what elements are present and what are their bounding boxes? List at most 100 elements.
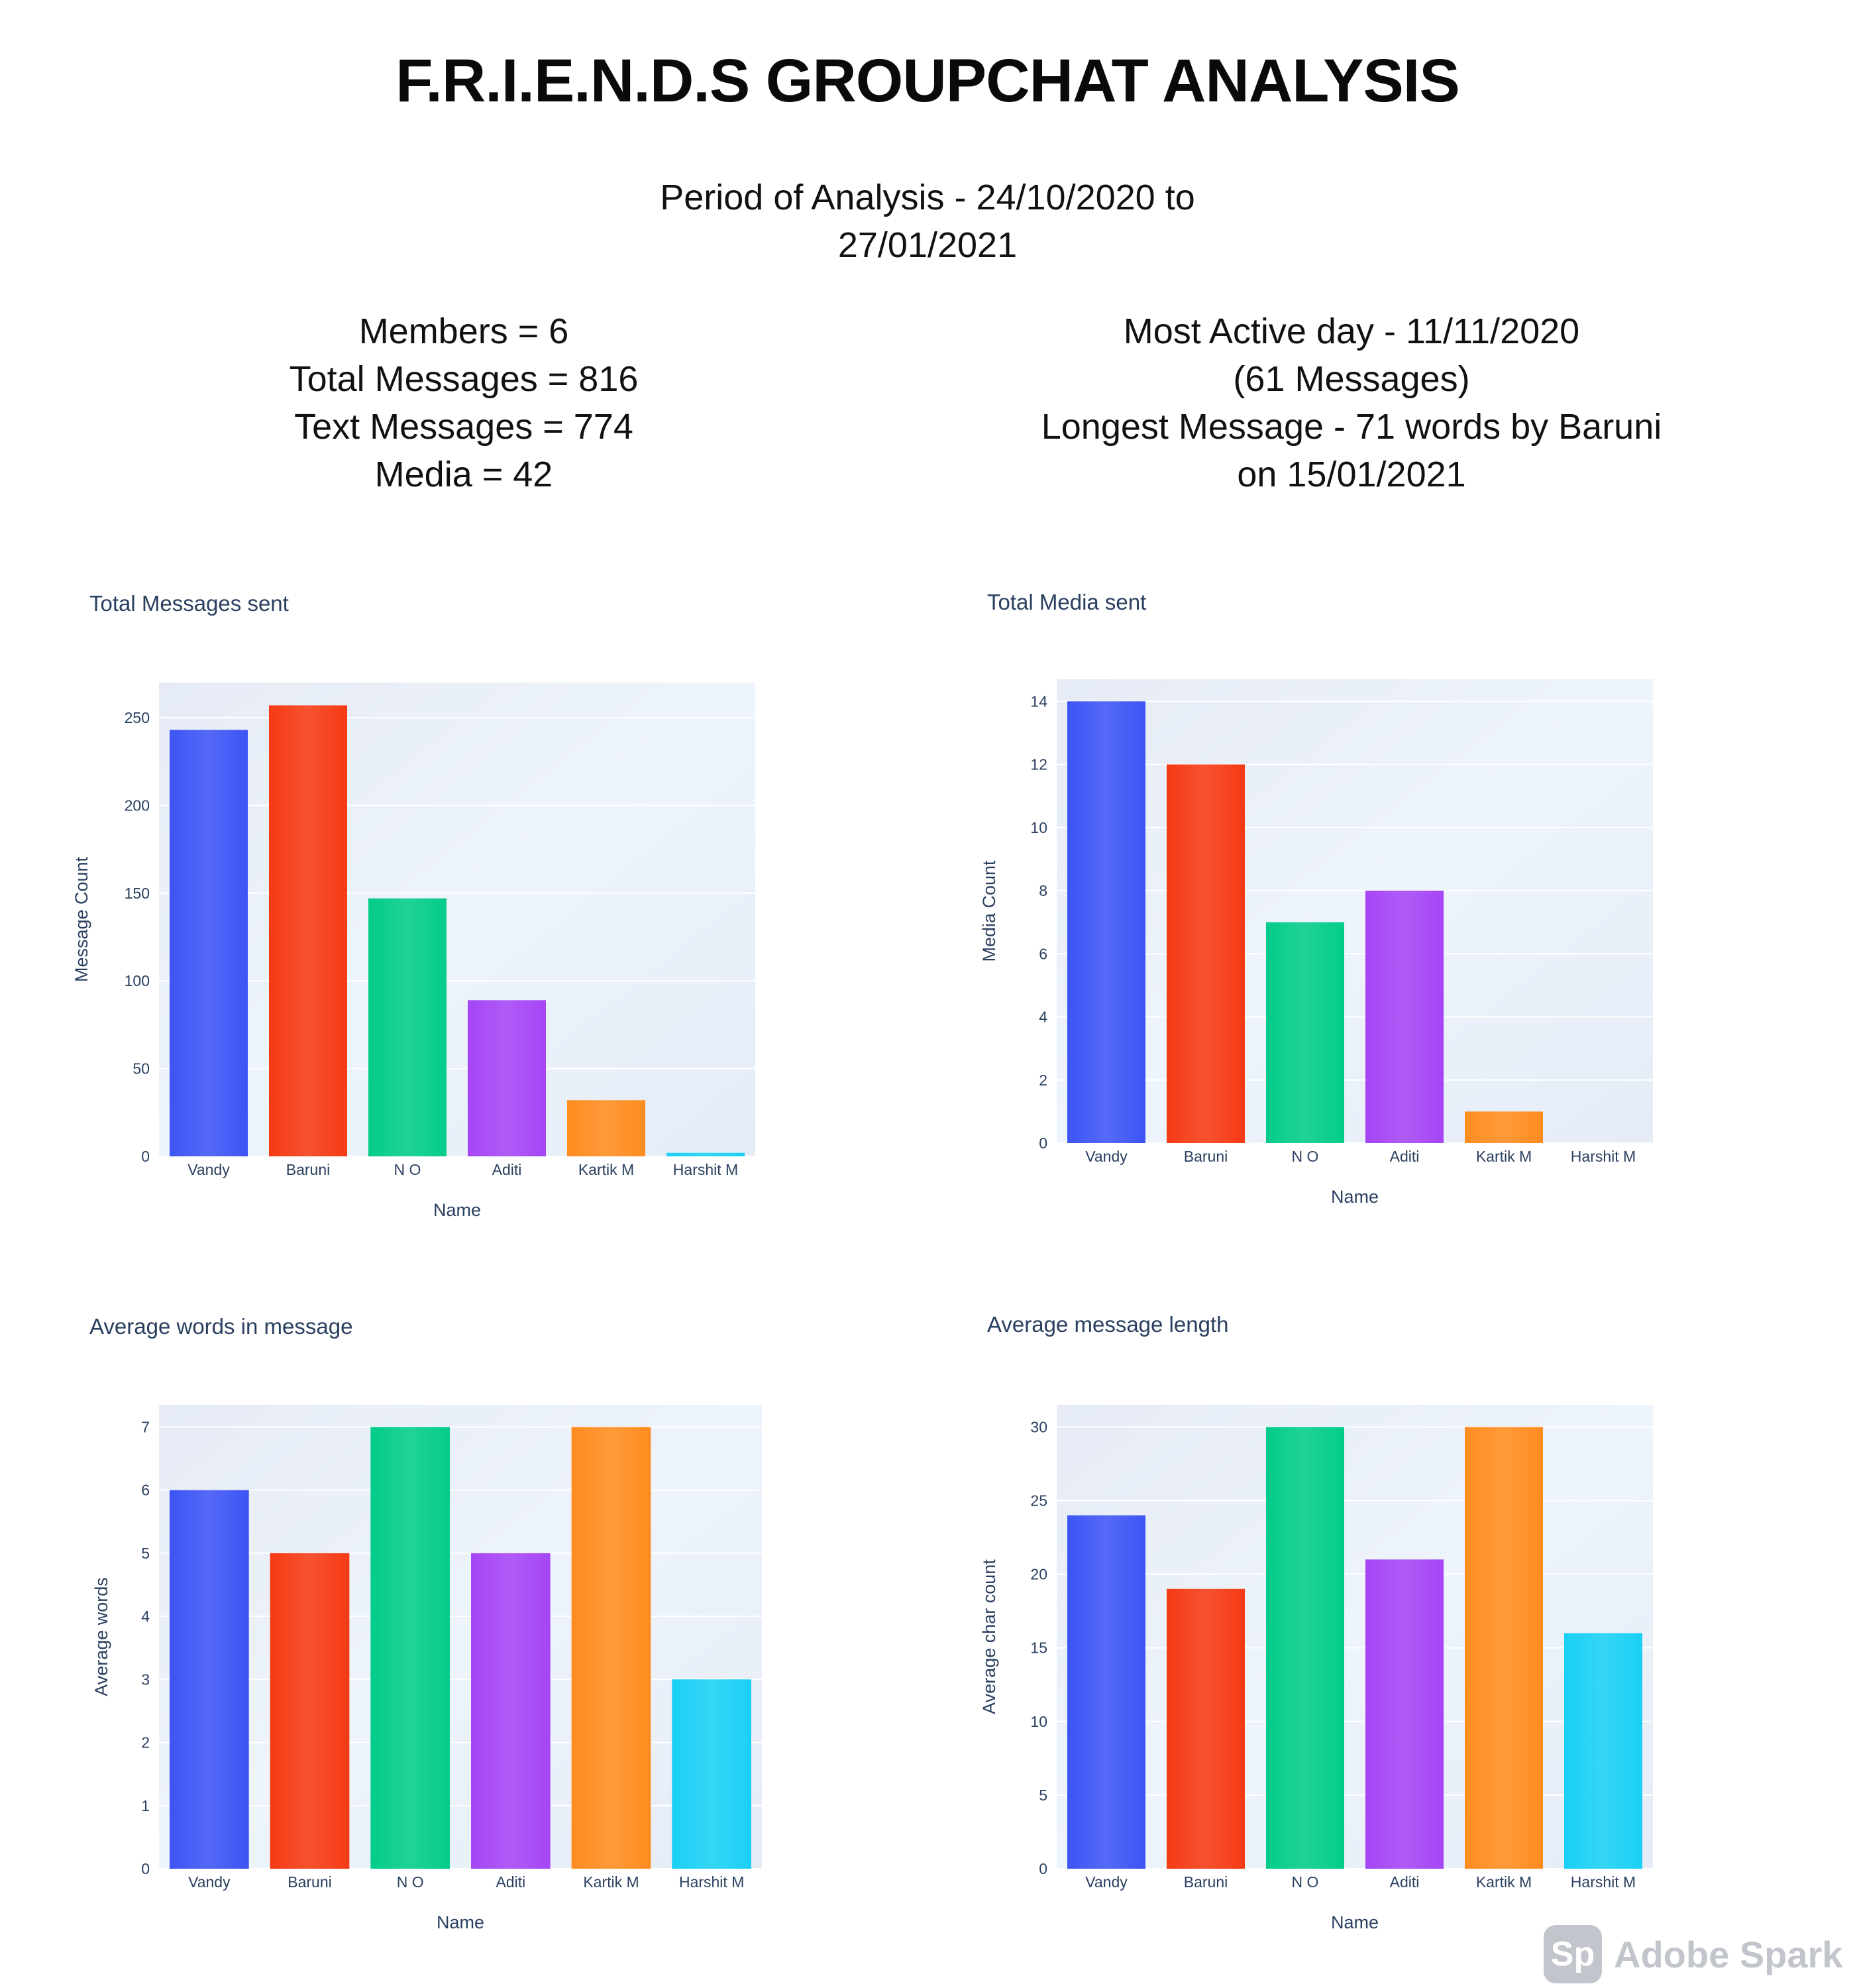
period-line-1: Period of Analysis - 24/10/2020 to [660, 178, 1195, 217]
plot-area [1057, 1405, 1653, 1869]
y-tick-label: 4 [1039, 1009, 1047, 1026]
y-tick-label: 0 [141, 1860, 150, 1877]
y-tick-label: 10 [1030, 819, 1047, 836]
y-axis-title: Media Count [979, 860, 999, 962]
bar-kartik-m [571, 1427, 651, 1869]
x-tick-label: Baruni [286, 1161, 330, 1178]
y-tick-label: 0 [1039, 1860, 1047, 1877]
x-tick-label: Vandy [188, 1873, 231, 1891]
bar-aditi [468, 1000, 546, 1156]
plot-area [159, 1405, 762, 1869]
bar-aditi [1365, 1559, 1444, 1869]
media-stat: Media = 42 [374, 455, 553, 494]
x-tick-label: Harshit M [679, 1873, 744, 1891]
y-tick-label: 5 [141, 1545, 150, 1562]
bar-n-o [370, 1427, 450, 1869]
x-tick-label: Kartik M [1476, 1873, 1532, 1891]
x-tick-label: Kartik M [1476, 1148, 1532, 1165]
summary-stats-left: Members = 6 Total Messages = 816 Text Me… [199, 307, 729, 498]
y-tick-label: 14 [1030, 692, 1047, 710]
bar-n-o [368, 898, 447, 1156]
chart-average-length: 0 5 10 15 20 25 30 Vandy Baruni N O Aditi Kartik M H… [979, 1405, 1653, 1932]
x-tick-label: N O [1292, 1873, 1319, 1891]
chart-title-total-messages: Total Messages sent [89, 591, 289, 616]
most-active-count-stat: (61 Messages) [1233, 359, 1470, 399]
bar-kartik-m [567, 1100, 645, 1156]
y-tick-label: 5 [1039, 1787, 1047, 1804]
y-tick-label: 8 [1039, 882, 1047, 899]
bar-aditi [1365, 891, 1444, 1143]
adobe-spark-watermark: Sp Adobe Spark [1544, 1925, 1842, 1983]
y-tick-label: 0 [1039, 1134, 1047, 1152]
members-stat: Members = 6 [358, 311, 569, 351]
bar-vandy [1067, 1515, 1145, 1869]
chart-total-media: 0 2 4 6 8 10 12 14 Vandy Baruni N O Aditi Kartik M Ha… [979, 679, 1653, 1207]
x-axis-title: Name [437, 1912, 484, 1932]
bar-harshit-m [1564, 1633, 1642, 1869]
x-tick-label: Baruni [288, 1873, 331, 1891]
bar-harshit-m [672, 1679, 751, 1869]
y-axis-title: Average char count [979, 1559, 999, 1714]
x-axis-title: Name [433, 1200, 481, 1220]
analysis-period: Period of Analysis - 24/10/2020 to 27/01… [464, 174, 1391, 269]
chart-title-total-media: Total Media sent [987, 590, 1147, 614]
total-messages-stat: Total Messages = 816 [289, 359, 639, 399]
y-tick-label: 7 [141, 1418, 150, 1435]
x-tick-label: N O [1292, 1148, 1319, 1165]
x-tick-label: Baruni [1184, 1873, 1228, 1891]
chart-title-average-length: Average message length [987, 1312, 1229, 1337]
y-tick-label: 4 [141, 1608, 150, 1625]
x-tick-label: N O [394, 1161, 421, 1178]
y-tick-label: 2 [1039, 1072, 1047, 1089]
x-tick-label: Vandy [1085, 1148, 1128, 1165]
y-tick-label: 100 [125, 972, 150, 989]
y-tick-label: 15 [1030, 1639, 1047, 1657]
x-tick-label: Vandy [1085, 1873, 1128, 1891]
y-tick-label: 1 [141, 1797, 150, 1814]
y-tick-label: 200 [125, 797, 150, 814]
x-tick-label: N O [397, 1873, 424, 1891]
bar-baruni [269, 705, 347, 1156]
chart-title-average-words: Average words in message [89, 1314, 353, 1339]
bar-baruni [270, 1553, 350, 1869]
x-tick-label: Aditi [492, 1161, 522, 1178]
bar-n-o [1266, 922, 1344, 1143]
bar-aditi [471, 1553, 551, 1869]
x-tick-label: Kartik M [578, 1161, 634, 1178]
longest-message-date-stat: on 15/01/2021 [1237, 455, 1466, 494]
plot-area [1057, 679, 1653, 1143]
y-axis-title: Average words [91, 1577, 111, 1696]
x-tick-label: Aditi [1390, 1148, 1420, 1165]
y-tick-label: 250 [125, 709, 150, 726]
bar-n-o [1266, 1427, 1344, 1869]
y-tick-label: 12 [1030, 756, 1047, 773]
y-axis-title: Message Count [72, 856, 91, 982]
chart-average-words: 0 1 2 3 4 5 6 7 Vandy Baruni N O Aditi Kartik M Harsh… [91, 1405, 762, 1932]
x-tick-label: Aditi [1390, 1873, 1420, 1891]
bar-baruni [1167, 1588, 1245, 1869]
period-line-2: 27/01/2021 [837, 225, 1018, 265]
x-tick-label: Harshit M [1571, 1873, 1636, 1891]
bar-vandy [170, 1490, 249, 1869]
x-axis-title: Name [1331, 1912, 1379, 1932]
x-tick-label: Vandy [187, 1161, 230, 1178]
x-tick-label: Baruni [1184, 1148, 1228, 1165]
x-tick-label: Harshit M [673, 1161, 738, 1178]
longest-message-stat: Longest Message - 71 words by Baruni [1041, 407, 1662, 447]
bar-vandy [1067, 701, 1145, 1143]
plot-area [159, 683, 755, 1156]
y-tick-label: 6 [1039, 945, 1047, 962]
y-tick-label: 150 [125, 885, 150, 902]
y-tick-label: 0 [141, 1148, 150, 1165]
x-axis-title: Name [1331, 1187, 1379, 1207]
bar-kartik-m [1465, 1111, 1543, 1143]
y-tick-label: 10 [1030, 1713, 1047, 1730]
y-tick-label: 50 [132, 1060, 150, 1077]
bar-vandy [170, 730, 248, 1156]
text-messages-stat: Text Messages = 774 [294, 407, 633, 447]
adobe-spark-logo-icon: Sp [1544, 1925, 1602, 1983]
bar-harshit-m [666, 1152, 745, 1156]
most-active-day-stat: Most Active day - 11/11/2020 [1123, 311, 1580, 351]
y-tick-label: 30 [1030, 1418, 1047, 1435]
y-tick-label: 25 [1030, 1492, 1047, 1509]
